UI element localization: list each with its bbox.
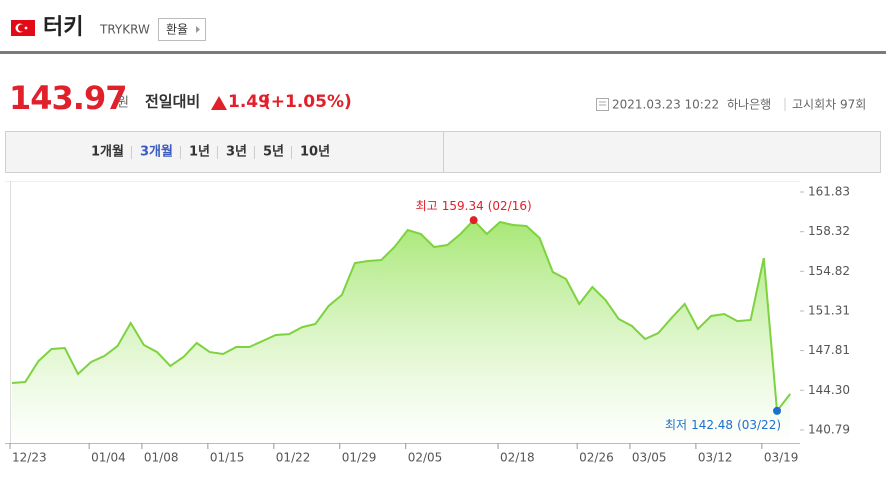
annotation-label: 최저 xyxy=(665,417,687,431)
annotation-value: 159.34 xyxy=(442,199,484,213)
y-tick-label: 161.83 xyxy=(808,184,850,198)
change-pct: (+1.05%) xyxy=(263,92,352,112)
bank: 하나은행 xyxy=(727,97,771,112)
x-tick-label: 01/29 xyxy=(342,451,377,465)
datetime: 2021.03.23 10:22 xyxy=(612,98,719,112)
x-tick-label: 03/12 xyxy=(698,451,733,465)
x-tick-label: 02/05 xyxy=(408,451,443,465)
y-tick-label: 140.79 xyxy=(808,422,850,436)
line xyxy=(11,218,791,414)
y-tick-label: 144.30 xyxy=(808,383,850,397)
x-tick-label: 01/08 xyxy=(144,451,179,465)
extreme-point xyxy=(469,216,478,225)
rate-button[interactable]: 환율 xyxy=(158,18,206,41)
x-tick-label: 03/19 xyxy=(764,451,799,465)
change-label: 전일대비 xyxy=(145,93,200,111)
y-tick-label: 151.31 xyxy=(808,303,850,317)
flag xyxy=(11,20,35,36)
y-tick-label: 154.82 xyxy=(808,264,850,278)
y-tick-label: 147.81 xyxy=(808,343,850,357)
plot: 140.79 144.30 147.81 151.31 154.82 158.32 161.… xyxy=(5,184,850,465)
period-tab[interactable]: 10년 xyxy=(300,145,330,160)
period-tab[interactable]: 5년 xyxy=(263,145,284,160)
annotation-date: (02/16) xyxy=(488,199,532,213)
annotation-date: (03/22) xyxy=(737,417,781,431)
up-arrow xyxy=(211,96,227,110)
annotation-value: 142.48 xyxy=(691,417,733,431)
annotation-label: 최고 xyxy=(416,199,438,213)
extreme-point xyxy=(773,406,782,415)
round: 고시회차 97회 xyxy=(792,98,866,112)
period-tab[interactable]: 1년 xyxy=(189,145,210,160)
change: 1.49 xyxy=(228,92,270,112)
price-unit: 원 xyxy=(117,96,129,111)
header-divider xyxy=(0,51,886,54)
x-tick-label: 01/22 xyxy=(276,451,311,465)
currency-name: 터키 xyxy=(43,15,83,40)
x-tick-label: 01/04 xyxy=(91,451,126,465)
period-tab[interactable]: 3개월 xyxy=(140,144,173,160)
x-tick-label: 03/05 xyxy=(632,451,667,465)
tabs: 1개월 3개월 1년 3년 5년 10년 xyxy=(91,144,330,160)
x-tick-label: 01/15 xyxy=(210,451,245,465)
period-tab[interactable]: 1개월 xyxy=(91,144,124,160)
x-tick-label: 02/18 xyxy=(500,451,535,465)
x-tick-label: 12/23 xyxy=(12,451,47,465)
time-icon xyxy=(596,98,609,111)
annotation: 최저 142.48 (03/22) xyxy=(665,417,781,431)
area xyxy=(12,220,791,443)
annotation: 최고 159.34 (02/16) xyxy=(416,199,532,213)
period-tab[interactable]: 3년 xyxy=(226,145,247,160)
x-tick-label: 02/26 xyxy=(579,451,614,465)
rate-button-label[interactable]: 환율 xyxy=(166,23,188,37)
currency-code: TRYKRW xyxy=(99,23,150,37)
y-tick-label: 158.32 xyxy=(808,224,850,238)
price: 143.97 xyxy=(9,79,126,117)
